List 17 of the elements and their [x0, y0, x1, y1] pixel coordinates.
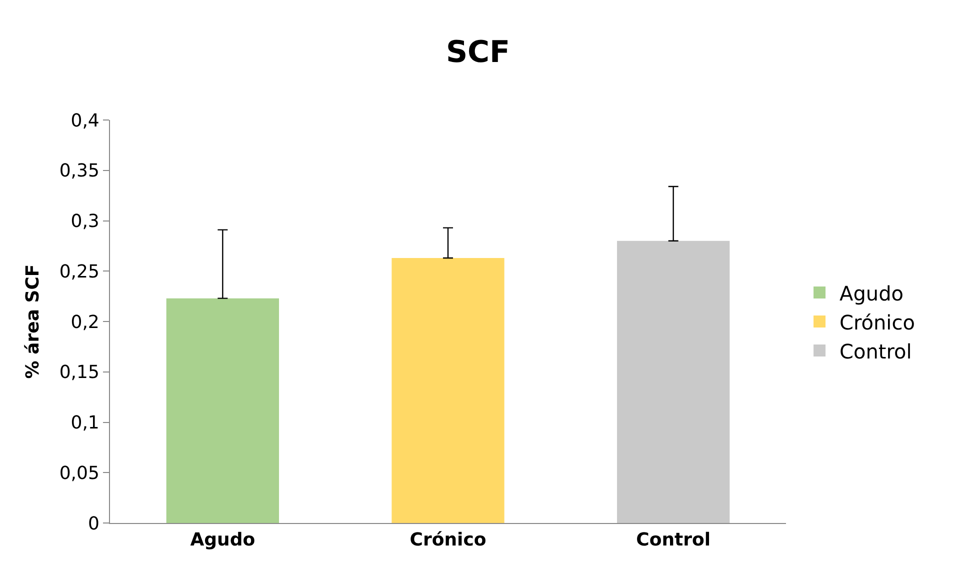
- y-tick-label: 0,3: [70, 211, 100, 232]
- y-tick-label: 0,05: [59, 462, 100, 484]
- y-tick-label: 0,1: [70, 412, 100, 434]
- y-tick-label: 0,2: [70, 312, 100, 333]
- x-tick-label: Agudo: [190, 530, 256, 551]
- chart-title: SCF: [446, 34, 510, 70]
- x-tick-label: Crónico: [410, 530, 486, 551]
- legend-label: Crónico: [840, 310, 915, 334]
- y-tick-label: 0: [88, 513, 100, 534]
- y-tick-label: 0,35: [59, 160, 100, 182]
- y-tick-label: 0,4: [70, 110, 100, 132]
- x-tick-label: Control: [636, 530, 711, 551]
- legend-label: Control: [840, 339, 912, 364]
- y-axis-title: % área SCF: [22, 264, 44, 379]
- legend-label: Agudo: [840, 281, 904, 306]
- y-tick-label: 0,15: [59, 362, 100, 384]
- y-tick-label: 0,25: [59, 261, 100, 282]
